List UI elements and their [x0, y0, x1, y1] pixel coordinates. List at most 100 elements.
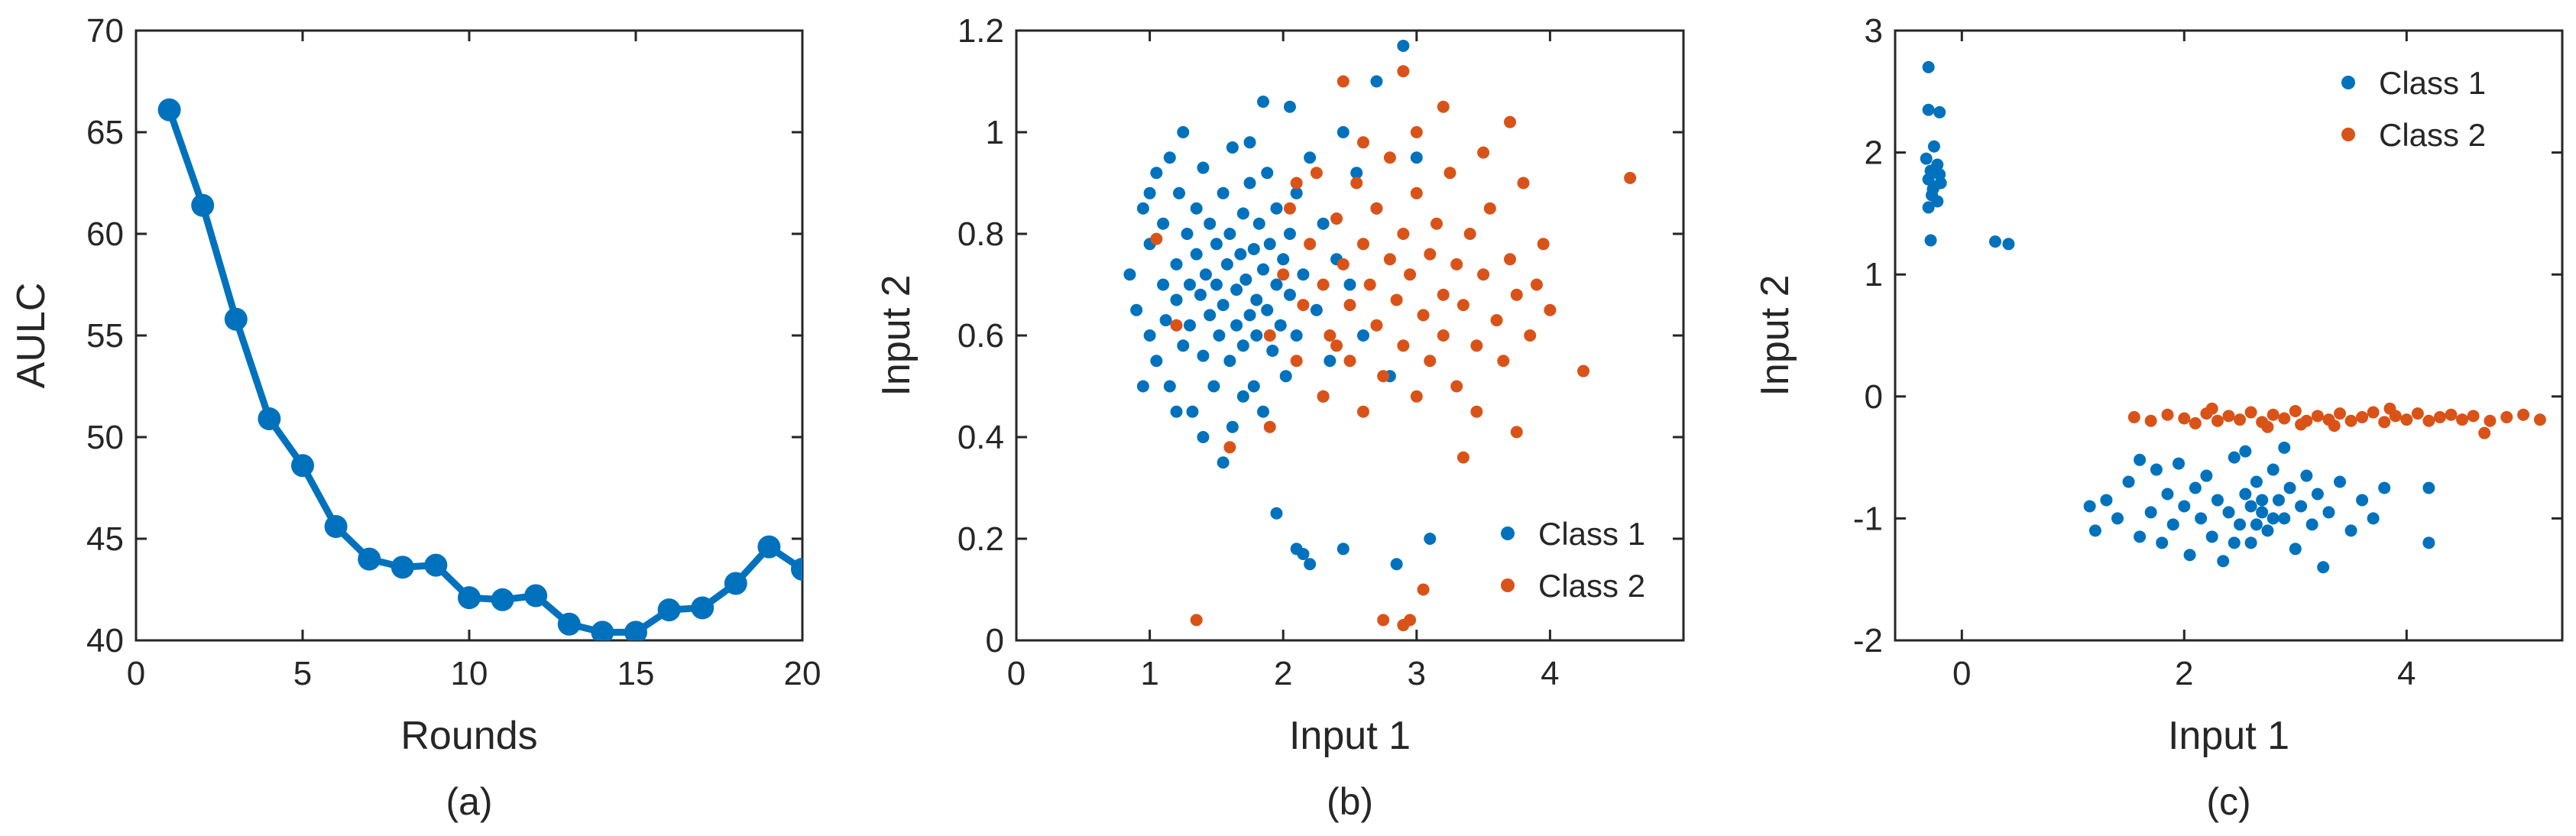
point-class-1: [2378, 481, 2391, 494]
point-class-2: [1530, 278, 1543, 291]
point-class-1: [1230, 284, 1243, 296]
point-class-1: [1213, 329, 1226, 342]
point-class-1: [2111, 512, 2124, 525]
point-class-1: [1210, 278, 1223, 291]
point-class-1: [2088, 524, 2101, 537]
point-class-2: [1404, 614, 1417, 627]
data-point: [291, 454, 314, 478]
data-point: [424, 553, 448, 577]
x-tick-label: 3: [1408, 655, 1426, 692]
y-tick-label: 50: [86, 419, 124, 456]
point-class-1: [1143, 186, 1156, 199]
point-class-1: [1261, 167, 1274, 180]
x-tick-label: 0: [1007, 655, 1026, 692]
point-class-2: [1470, 339, 1483, 352]
y-tick-label: 40: [86, 622, 124, 659]
x-tick-label: 20: [784, 655, 821, 692]
point-class-1: [2150, 463, 2163, 476]
point-class-2: [2261, 420, 2274, 433]
point-class-2: [2445, 408, 2458, 421]
point-class-1: [1310, 303, 1323, 316]
point-class-1: [1197, 161, 1210, 174]
point-class-2: [1510, 288, 1523, 301]
point-class-1: [1217, 299, 1230, 312]
axes-box: [1894, 29, 2564, 642]
point-class-1: [1197, 431, 1210, 443]
point-class-1: [1261, 303, 1274, 316]
data-point: [791, 557, 802, 581]
legend-marker-class-2: [1501, 578, 1515, 592]
point-class-1: [1194, 288, 1207, 301]
point-class-1: [1136, 202, 1149, 215]
point-class-1: [2122, 475, 2135, 488]
point-class-1: [2183, 549, 2196, 562]
point-class-1: [2166, 518, 2179, 531]
point-class-1: [1317, 217, 1330, 230]
point-class-1: [2278, 441, 2291, 454]
plot-area: [1123, 39, 1637, 632]
point-class-2: [2356, 410, 2369, 423]
legend-label-class-2: Class 2: [2379, 117, 2486, 153]
point-class-1: [1337, 543, 1350, 556]
point-class-1: [1274, 319, 1287, 332]
legend-label-class-2: Class 2: [1538, 568, 1645, 604]
point-class-1: [1170, 405, 1183, 418]
point-class-2: [2161, 408, 2174, 421]
point-class-2: [1330, 212, 1343, 225]
point-class-2: [1437, 288, 1450, 301]
point-class-1: [1226, 420, 1239, 433]
point-class-1: [2217, 555, 2230, 568]
point-class-1: [1304, 558, 1317, 571]
y-axis-label: AULC: [9, 283, 53, 389]
point-class-1: [2200, 469, 2213, 482]
point-class-2: [2234, 413, 2247, 426]
point-class-1: [2002, 238, 2015, 251]
point-class-1: [2334, 475, 2346, 488]
point-class-2: [1504, 115, 1517, 128]
point-class-2: [1150, 232, 1163, 245]
point-class-2: [1363, 278, 1376, 291]
point-class-1: [1204, 309, 1217, 322]
point-class-1: [1177, 126, 1190, 138]
point-class-1: [1920, 152, 1933, 165]
point-class-1: [1270, 507, 1283, 520]
point-class-1: [1190, 202, 1203, 215]
point-class-2: [1504, 253, 1517, 266]
point-class-1: [1283, 288, 1296, 301]
point-class-1: [1170, 258, 1183, 271]
point-class-2: [2244, 406, 2257, 419]
point-class-1: [1270, 278, 1283, 291]
point-class-1: [1297, 268, 1310, 281]
data-point: [390, 556, 414, 579]
data-point: [524, 584, 548, 608]
x-axis-label: Input 1: [1289, 714, 1411, 758]
point-class-2: [1397, 228, 1410, 240]
point-class-2: [1370, 202, 1383, 215]
point-class-1: [1217, 456, 1230, 469]
data-point: [591, 621, 614, 640]
point-class-1: [1270, 202, 1283, 215]
point-class-2: [1577, 365, 1590, 377]
x-tick-label: 2: [1274, 655, 1292, 692]
point-class-1: [1356, 329, 1369, 342]
point-class-1: [1177, 339, 1190, 352]
x-axis-label: Input 1: [2168, 714, 2289, 758]
point-class-2: [2178, 412, 2191, 425]
point-class-2: [1356, 238, 1369, 251]
legend-marker-class-2: [2341, 128, 2355, 141]
y-tick-label: 3: [1865, 12, 1883, 50]
point-class-1: [1410, 151, 1423, 164]
panel-caption: (a): [446, 780, 492, 823]
y-tick-label: 1.2: [957, 12, 1004, 50]
point-class-2: [1223, 441, 1236, 454]
point-class-2: [1470, 405, 1483, 418]
point-class-1: [2134, 530, 2147, 543]
point-class-1: [2289, 543, 2302, 556]
data-point: [258, 407, 281, 431]
point-class-1: [2234, 518, 2247, 531]
point-class-2: [2400, 413, 2413, 426]
point-class-1: [2356, 494, 2369, 507]
data-point: [557, 612, 581, 636]
point-class-1: [1257, 96, 1270, 109]
